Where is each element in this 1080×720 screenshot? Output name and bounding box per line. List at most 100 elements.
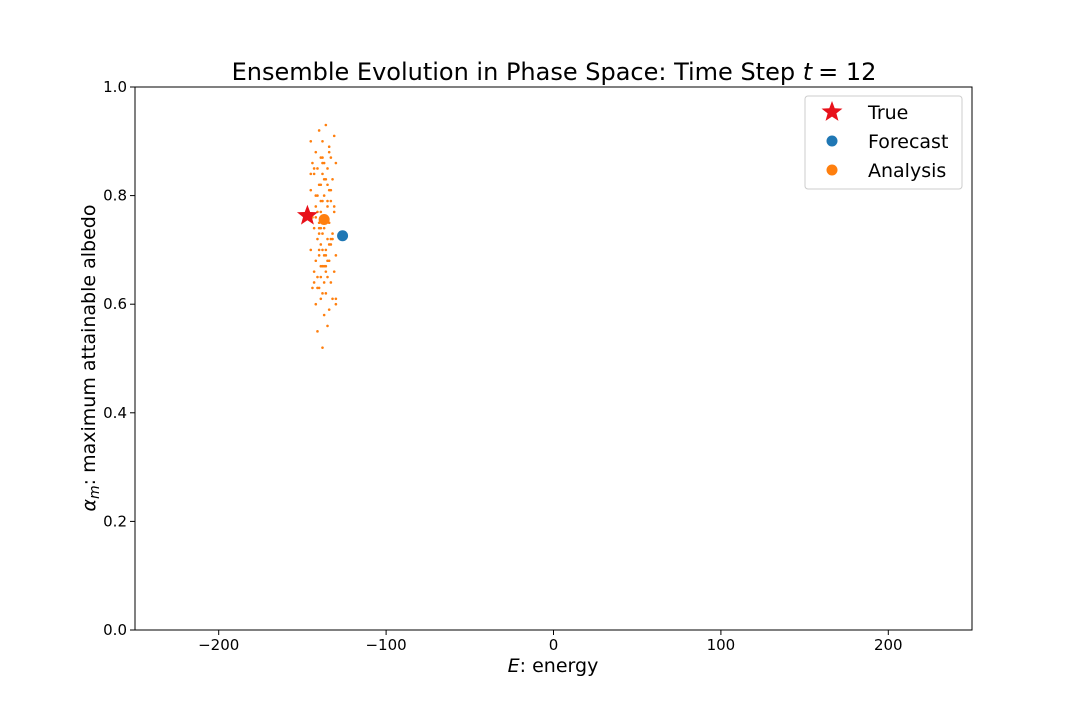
analysis-ensemble-point — [312, 281, 316, 284]
analysis-ensemble-point — [322, 313, 326, 317]
x-tick-label: 200 — [874, 636, 903, 654]
analysis-ensemble-point — [326, 324, 329, 328]
analysis-ensemble-point — [322, 194, 326, 197]
analysis-ensemble-point — [316, 275, 319, 279]
analysis-ensemble-point — [324, 292, 328, 295]
analysis-ensemble-point — [327, 308, 331, 311]
analysis-ensemble-point — [322, 178, 326, 181]
analysis-ensemble-point — [321, 232, 324, 235]
analysis-ensemble-point — [314, 302, 318, 306]
chart-title-variable: t — [803, 58, 814, 86]
legend: True Forecast Analysis — [804, 95, 963, 190]
analysis-ensemble-point — [334, 161, 338, 165]
analysis-ensemble-point — [319, 210, 323, 214]
x-tick-label: 100 — [707, 636, 736, 654]
analysis-ensemble-point — [316, 167, 319, 170]
analysis-ensemble-point — [326, 167, 329, 170]
analysis-ensemble-point — [321, 156, 324, 159]
analysis-ensemble-point — [324, 123, 328, 127]
analysis-ensemble-point — [332, 270, 336, 273]
true-point-star — [296, 204, 318, 225]
analysis-ensemble-point — [319, 183, 323, 187]
analysis-ensemble-point — [326, 183, 329, 187]
x-axis-label-variable: E — [508, 655, 520, 677]
legend-label: True — [867, 102, 908, 124]
analysis-ensemble-point — [312, 167, 316, 170]
analysis-ensemble-point — [332, 134, 336, 138]
analysis-ensemble-point — [317, 254, 321, 257]
y-tick-label: 0.6 — [103, 295, 127, 313]
analysis-ensemble-point — [321, 140, 324, 143]
analysis-ensemble-point — [326, 259, 329, 263]
legend-circle-marker — [826, 135, 838, 147]
analysis-ensemble-point — [321, 248, 324, 252]
mean-points — [296, 204, 349, 242]
y-tick-label: 0.8 — [103, 187, 127, 205]
analysis-ensemble-point — [316, 286, 319, 290]
analysis-ensemble-point — [311, 161, 314, 165]
legend-label: Analysis — [868, 160, 946, 182]
analysis-ensemble-point — [326, 237, 329, 241]
legend-item-analysis: Analysis — [826, 160, 946, 182]
analysis-ensemble-point — [309, 188, 313, 192]
analysis-ensemble-point — [314, 150, 318, 154]
chart-title-prefix: Ensemble Evolution in Phase Space: Time … — [232, 58, 803, 86]
x-axis: −200 −100 0 100 200 — [198, 630, 903, 654]
analysis-ensemble-point — [312, 172, 316, 176]
analysis-ensemble-point — [319, 297, 323, 301]
y-tick-label: 0.0 — [103, 621, 127, 639]
legend-item-forecast: Forecast — [826, 131, 948, 153]
analysis-ensemble-point — [314, 205, 318, 208]
analysis-ensemble-point — [309, 172, 313, 176]
analysis-ensemble-point — [331, 237, 334, 241]
analysis-ensemble-point — [329, 156, 333, 159]
analysis-ensemble-point — [321, 292, 324, 295]
analysis-ensemble-point — [326, 205, 329, 208]
analysis-ensemble-point — [314, 194, 318, 197]
analysis-ensemble-point — [316, 330, 319, 333]
analysis-ensemble-point — [326, 275, 329, 279]
forecast-mean-point — [337, 230, 349, 242]
x-tick-label: −100 — [365, 636, 406, 654]
legend-frame — [804, 95, 963, 190]
analysis-ensemble-point — [317, 129, 321, 132]
y-axis-label-subscript: m — [87, 485, 103, 499]
x-axis-label: E: energy — [508, 655, 599, 677]
analysis-ensemble-point — [329, 188, 333, 192]
analysis-ensemble-point — [317, 232, 321, 235]
chart-title-value: = 12 — [818, 58, 876, 86]
y-tick-label: 1.0 — [103, 78, 127, 96]
analysis-ensemble-point — [321, 172, 324, 176]
analysis-ensemble-point — [331, 297, 334, 301]
analysis-ensemble-point — [314, 259, 318, 263]
chart-title: Ensemble Evolution in Phase Space: Time … — [232, 58, 877, 86]
analysis-ensemble-point — [329, 199, 333, 203]
analysis-ensemble-point — [309, 248, 313, 252]
analysis-ensemble-point — [317, 248, 321, 252]
analysis-ensemble-point — [327, 243, 331, 246]
x-tick-label: −200 — [198, 636, 239, 654]
analysis-ensemble-point — [319, 264, 323, 268]
analysis-ensemble-point — [332, 210, 336, 214]
analysis-ensemble-point — [316, 237, 319, 241]
y-tick-label: 0.4 — [103, 404, 127, 422]
analysis-ensemble-point — [324, 254, 328, 257]
analysis-ensemble-point — [334, 302, 338, 306]
y-axis-label-variable: α — [78, 498, 100, 511]
y-axis: 0.0 0.2 0.4 0.6 0.8 1.0 — [103, 78, 135, 639]
analysis-ensemble-point — [319, 199, 323, 203]
legend-star-marker — [821, 101, 843, 121]
analysis-ensemble-point — [312, 226, 316, 230]
analysis-mean-point — [318, 213, 330, 225]
analysis-ensemble-point — [321, 346, 324, 349]
analysis-ensemble-point — [319, 275, 323, 279]
analysis-ensemble-point — [332, 205, 336, 208]
analysis-ensemble-point — [322, 281, 326, 284]
analysis-ensemble-point — [329, 281, 333, 284]
analysis-ensemble-point — [309, 140, 313, 143]
analysis-ensemble-series — [309, 123, 338, 349]
analysis-ensemble-point — [327, 150, 331, 154]
x-axis-label-text: : energy — [520, 655, 599, 677]
analysis-ensemble-point — [331, 178, 334, 181]
